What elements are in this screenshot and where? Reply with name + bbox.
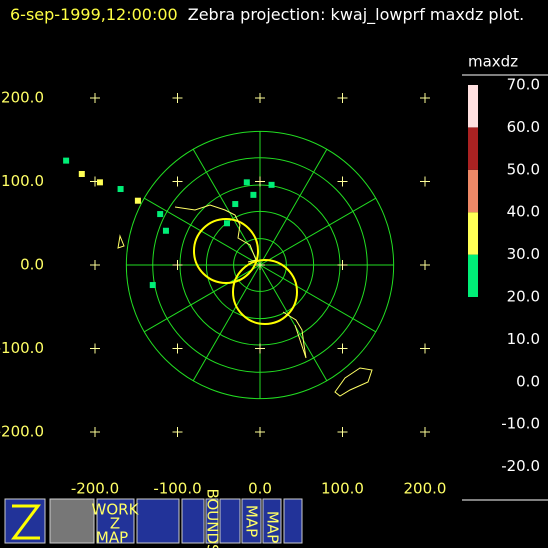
header: 6-sep-1999,12:00:00 Zebra projection: kwa… — [10, 2, 530, 27]
colorbar-tick-label: 60.0 — [507, 118, 540, 136]
echo — [162, 227, 169, 234]
colorbar-title: maxdz — [468, 53, 518, 71]
tick-cross — [255, 343, 265, 354]
colorbar-tick-label: 0.0 — [516, 372, 540, 390]
echo — [63, 157, 70, 164]
icon-label: WORK — [92, 501, 140, 519]
x-tick-label: -200.0 — [71, 480, 119, 498]
x-tick-label: -100.0 — [153, 480, 201, 498]
echo — [134, 197, 141, 204]
echo — [157, 211, 164, 218]
echo — [96, 179, 103, 186]
tick-cross — [90, 93, 100, 103]
colorbar-tick-label: -20.0 — [501, 457, 540, 475]
coastline — [117, 204, 373, 397]
colorbar-tick-label: -10.0 — [501, 415, 540, 433]
tick-cross — [255, 260, 265, 270]
colorbar-bin — [468, 212, 478, 255]
tick-cross — [172, 260, 183, 270]
coastline-path — [282, 311, 307, 359]
y-tick-label: 0.0 — [20, 256, 44, 274]
icon[interactable] — [96, 498, 135, 544]
y-tick-label: -200.0 — [0, 423, 44, 441]
colorbar-bin — [468, 127, 478, 170]
colorbar-tick-label: 30.0 — [507, 245, 540, 263]
tick-cross — [420, 93, 430, 103]
icon[interactable] — [219, 498, 241, 544]
icon-label: MAP — [96, 529, 128, 547]
colorbar-bin — [468, 254, 478, 297]
tick-cross — [420, 260, 430, 270]
echo — [117, 186, 124, 193]
x-tick-label: 200.0 — [404, 480, 447, 498]
tick-cross — [90, 427, 100, 437]
tick-cross — [255, 93, 265, 103]
tick-cross — [337, 176, 348, 187]
icon[interactable] — [283, 498, 303, 544]
echo — [224, 220, 230, 227]
title: Zebra projection: kwaj_lowprf maxdz plot… — [187, 5, 525, 24]
y-tick-label: 200.0 — [1, 89, 44, 107]
tick-cross — [172, 176, 183, 187]
tick-cross — [172, 93, 183, 103]
icon[interactable] — [205, 498, 219, 544]
echo — [78, 170, 85, 177]
tick-cross — [172, 343, 183, 354]
icon-label: MAP — [264, 511, 282, 543]
icon[interactable] — [49, 498, 95, 544]
x-tick-label: 0.0 — [248, 480, 272, 498]
plot: -200.0 -100.0 0.0 100.0 200.0 200.0 100.0 0.0 -1… — [0, 53, 540, 498]
tick-cross — [255, 427, 265, 437]
tick-cross — [420, 427, 430, 437]
echo — [268, 181, 275, 188]
colorbar-tick-label: 50.0 — [507, 160, 540, 178]
tick-cross — [337, 427, 348, 437]
overlay-circle — [193, 218, 259, 284]
icon-label: MAP — [243, 505, 261, 537]
tick-cross — [337, 343, 348, 354]
icon-z — [11, 504, 41, 540]
tick-cross — [420, 343, 430, 354]
colorbar-tick-label: 70.0 — [507, 76, 540, 94]
echo — [149, 282, 156, 289]
tick-cross — [255, 176, 265, 187]
tick-cross — [420, 176, 430, 187]
colorbar-bin — [468, 169, 478, 213]
timestamp: 6-sep-1999,12:00:00 — [10, 5, 178, 24]
tick-cross — [337, 260, 348, 270]
colorbar-tick-label: 40.0 — [507, 203, 540, 221]
tick-cross — [90, 343, 100, 354]
coastline-path — [334, 367, 373, 397]
echo — [250, 191, 257, 198]
icon[interactable] — [262, 498, 282, 544]
icon-label: Z — [110, 515, 120, 533]
tick-cross — [337, 93, 348, 103]
y-tick-label: -100.0 — [0, 339, 44, 357]
echo — [243, 179, 250, 186]
icon[interactable] — [136, 498, 180, 544]
icon-label: BOUNDS — [204, 488, 222, 548]
icon[interactable] — [241, 498, 262, 544]
colorbar-bin — [468, 85, 478, 128]
overlay-rings — [193, 218, 298, 325]
echo — [232, 201, 239, 208]
tick-cross — [172, 427, 183, 437]
colorbar-tick-label: 20.0 — [507, 288, 540, 306]
icon[interactable] — [181, 498, 205, 544]
overlay-circle — [232, 259, 298, 325]
coastline-path — [117, 234, 125, 249]
y-tick-label: 100.0 — [1, 172, 44, 190]
x-tick-label: 100.0 — [321, 480, 364, 498]
colorbar-tick-label: 10.0 — [507, 330, 540, 348]
coastline-path — [174, 204, 257, 263]
tick-cross — [90, 260, 100, 270]
